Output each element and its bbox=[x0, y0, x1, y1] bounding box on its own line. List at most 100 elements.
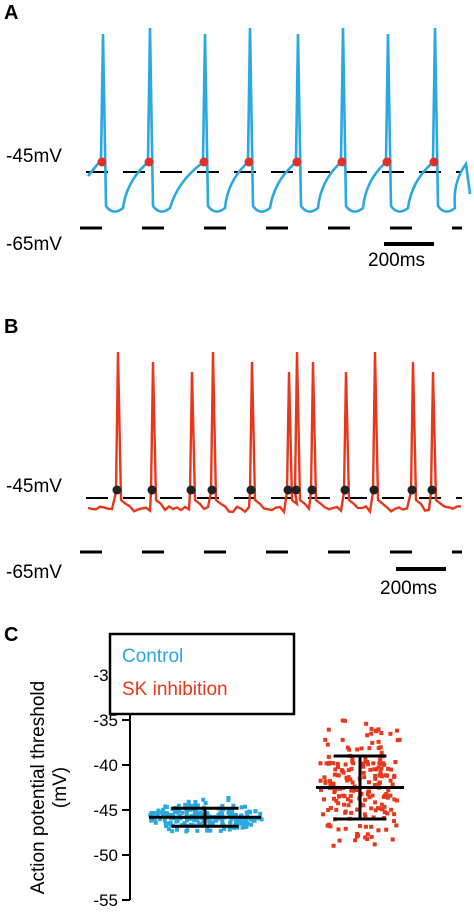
data-point bbox=[394, 798, 399, 803]
data-point bbox=[159, 810, 164, 815]
y-tick-label: -55 bbox=[93, 891, 118, 910]
data-point bbox=[332, 772, 337, 777]
panel-b-letter: B bbox=[4, 316, 19, 338]
data-point bbox=[379, 750, 384, 755]
data-point bbox=[385, 811, 390, 816]
data-point bbox=[368, 767, 373, 772]
panel-a-threshold-marker bbox=[337, 157, 347, 167]
data-point bbox=[361, 761, 366, 766]
data-point bbox=[230, 812, 235, 817]
data-point bbox=[361, 770, 366, 775]
data-point bbox=[226, 810, 231, 815]
data-point bbox=[201, 797, 206, 802]
data-point bbox=[365, 832, 370, 837]
data-point bbox=[231, 803, 236, 808]
data-point bbox=[339, 768, 344, 773]
data-point bbox=[226, 795, 231, 800]
data-point bbox=[153, 820, 158, 825]
data-point bbox=[395, 738, 400, 743]
data-point bbox=[194, 812, 199, 817]
data-point bbox=[367, 795, 372, 800]
data-point bbox=[381, 794, 386, 799]
data-point bbox=[242, 821, 247, 826]
data-point bbox=[369, 834, 374, 839]
data-point bbox=[247, 809, 252, 814]
data-point bbox=[174, 819, 179, 824]
data-point bbox=[345, 778, 350, 783]
data-point bbox=[227, 813, 232, 818]
data-point bbox=[244, 810, 249, 815]
data-point bbox=[174, 808, 179, 813]
panel-b-voltage-trace bbox=[87, 351, 462, 515]
data-point bbox=[374, 767, 379, 772]
data-point bbox=[184, 829, 189, 834]
data-point bbox=[373, 773, 378, 778]
legend-entry: SK inhibition bbox=[122, 679, 228, 700]
panel-a-threshold-marker bbox=[244, 157, 254, 167]
data-point bbox=[335, 773, 340, 778]
data-point bbox=[392, 812, 397, 817]
data-point bbox=[363, 835, 368, 840]
data-point bbox=[362, 775, 367, 780]
data-point bbox=[325, 742, 330, 747]
data-point bbox=[331, 843, 336, 848]
data-point bbox=[361, 764, 366, 769]
data-point bbox=[369, 731, 374, 736]
data-point bbox=[239, 805, 244, 810]
panel-b-threshold-marker bbox=[340, 485, 350, 495]
data-point bbox=[222, 826, 227, 831]
data-point bbox=[343, 762, 348, 767]
data-point bbox=[361, 803, 366, 808]
data-point bbox=[377, 761, 382, 766]
data-point bbox=[378, 745, 383, 750]
data-point bbox=[336, 801, 341, 806]
data-point bbox=[347, 747, 352, 752]
data-point bbox=[162, 818, 167, 823]
panel-b-threshold-marker bbox=[291, 485, 301, 495]
data-point bbox=[205, 828, 210, 833]
data-point bbox=[214, 818, 219, 823]
data-point bbox=[158, 817, 163, 822]
data-point bbox=[234, 813, 239, 818]
data-point bbox=[389, 767, 394, 772]
data-point bbox=[161, 807, 166, 812]
data-point bbox=[350, 759, 355, 764]
data-point bbox=[382, 810, 387, 815]
y-axis-label: Action potential threshold bbox=[28, 681, 49, 894]
panel-b-threshold-marker bbox=[186, 485, 196, 495]
data-point bbox=[337, 794, 342, 799]
panel-a-letter: A bbox=[4, 2, 19, 24]
data-point bbox=[243, 804, 248, 809]
data-point bbox=[351, 788, 356, 793]
data-point bbox=[388, 793, 393, 798]
data-point bbox=[239, 813, 244, 818]
panel-a-threshold-marker bbox=[382, 157, 392, 167]
panel-b-scale-bar-label: 200ms bbox=[380, 578, 438, 599]
data-point bbox=[343, 826, 348, 831]
data-point bbox=[335, 761, 340, 766]
panel-a-trace-svg bbox=[80, 27, 472, 246]
data-point bbox=[193, 799, 198, 804]
data-point bbox=[326, 808, 331, 813]
data-point bbox=[163, 812, 168, 817]
data-point bbox=[365, 733, 370, 738]
data-point bbox=[379, 802, 384, 807]
data-point bbox=[349, 766, 354, 771]
data-point bbox=[252, 818, 257, 823]
panel-b-label-lower: -65mV bbox=[6, 562, 62, 583]
data-point bbox=[379, 730, 384, 735]
data-point bbox=[180, 810, 185, 815]
data-point bbox=[334, 798, 339, 803]
data-point bbox=[164, 821, 169, 826]
data-point bbox=[350, 757, 355, 762]
data-point bbox=[196, 821, 201, 826]
data-point bbox=[356, 833, 361, 838]
data-point bbox=[390, 837, 395, 842]
data-point bbox=[170, 829, 175, 834]
data-point bbox=[332, 789, 337, 794]
data-point bbox=[203, 801, 208, 806]
data-point bbox=[345, 797, 350, 802]
data-point bbox=[376, 765, 381, 770]
series-sk-inhibition bbox=[318, 718, 402, 848]
data-point bbox=[385, 773, 390, 778]
